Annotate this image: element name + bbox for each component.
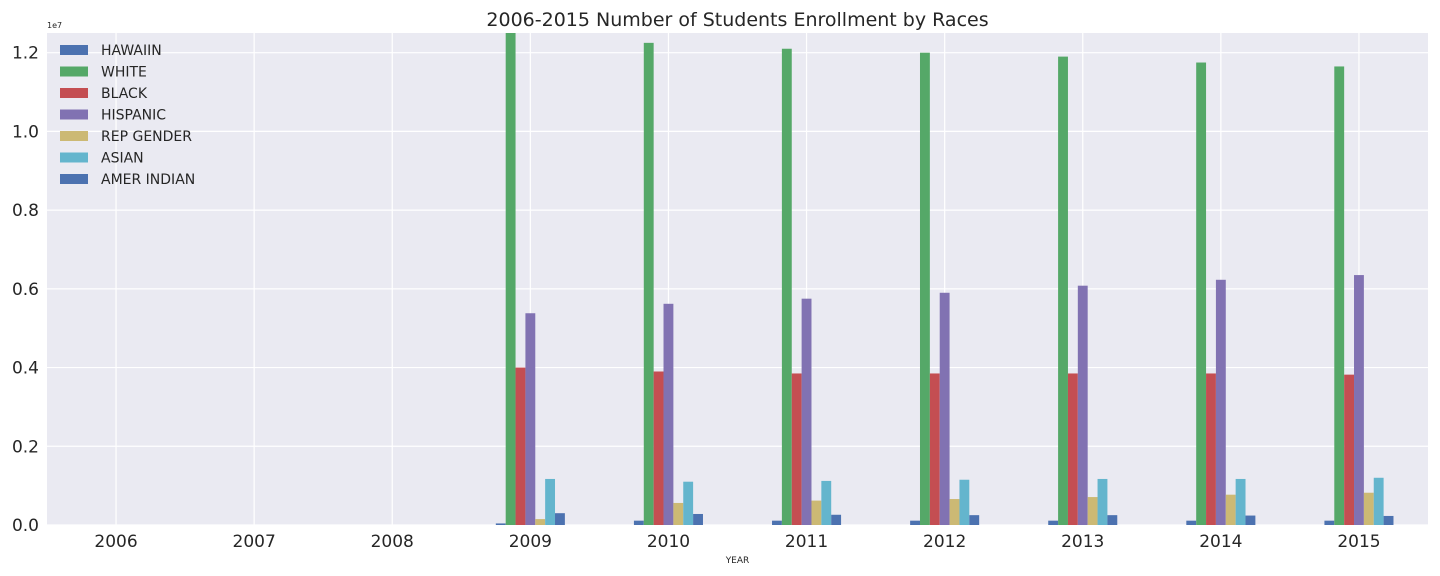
legend-label: HISPANIC — [101, 108, 166, 124]
bar-black-2011 — [791, 373, 802, 525]
bar-hispanic-2014 — [1215, 279, 1226, 525]
y-tick-label: 0.0 — [12, 516, 39, 536]
legend-label: ASIAN — [101, 151, 144, 167]
legend-item-hispanic: HISPANIC — [60, 108, 166, 124]
legend-item-hawaiin: HAWAIIN — [60, 43, 162, 59]
x-tick-label: 2007 — [233, 532, 276, 552]
bar-black-2012 — [929, 373, 940, 525]
legend-swatch — [60, 131, 88, 141]
legend-label: HAWAIIN — [101, 43, 162, 59]
bar-white-2013 — [1058, 56, 1068, 525]
y-tick-label: 1.2 — [12, 44, 39, 64]
bar-asian-2011 — [821, 480, 832, 525]
bar-rep-gender-2012 — [949, 499, 960, 525]
bar-hispanic-2015 — [1354, 275, 1364, 525]
bar-hispanic-2010 — [663, 303, 674, 525]
bar-amer-indian-2011 — [831, 514, 842, 525]
bar-amer-indian-2009 — [555, 513, 565, 525]
legend-label: REP GENDER — [101, 129, 192, 145]
chart-title: 2006-2015 Number of Students Enrollment … — [486, 9, 988, 31]
x-tick-label: 2014 — [1199, 532, 1242, 552]
legend-swatch — [60, 109, 88, 120]
bar-black-2013 — [1067, 373, 1078, 525]
legend-item-black: BLACK — [60, 86, 148, 102]
bar-amer-indian-2015 — [1383, 515, 1394, 525]
bar-rep-gender-2015 — [1363, 492, 1374, 525]
legend-swatch — [60, 152, 88, 163]
bar-hawaiin-2009 — [495, 523, 506, 525]
bar-hawaiin-2014 — [1186, 520, 1197, 525]
bar-asian-2014 — [1235, 478, 1246, 525]
bar-amer-indian-2013 — [1107, 515, 1118, 525]
y-tick-label: 0.8 — [12, 201, 39, 221]
bar-hawaiin-2011 — [772, 520, 782, 525]
x-tick-label: 2006 — [94, 532, 137, 552]
bar-asian-2013 — [1097, 478, 1108, 525]
legend-swatch — [60, 45, 88, 55]
bar-hispanic-2013 — [1077, 285, 1088, 525]
legend-swatch — [60, 88, 88, 98]
bar-black-2015 — [1344, 374, 1355, 525]
bar-asian-2009 — [545, 478, 556, 525]
bar-hispanic-2009 — [525, 313, 536, 525]
axes: 0.0 0.2 0.4 0.6 0.8 1.0 1.2 2006 2007 2008 2009 201… — [12, 44, 1381, 552]
y-tick-label: 0.4 — [12, 359, 39, 379]
bar-white-2014 — [1196, 62, 1207, 525]
bar-asian-2015 — [1373, 477, 1384, 525]
bar-rep-gender-2011 — [811, 500, 822, 525]
y-tick-label: 0.2 — [12, 437, 39, 457]
bar-rep-gender-2010 — [673, 502, 684, 525]
x-tick-label: 2012 — [923, 532, 966, 552]
bar-white-2015 — [1334, 66, 1345, 525]
bar-hawaiin-2015 — [1324, 520, 1335, 525]
legend-swatch — [60, 174, 88, 184]
x-tick-label: 2015 — [1337, 532, 1380, 552]
bar-amer-indian-2010 — [693, 513, 703, 525]
bar-hispanic-2012 — [939, 292, 950, 525]
bar-asian-2012 — [959, 479, 970, 525]
x-axis-label: YEAR — [725, 556, 750, 566]
legend-item-rep-gender: REP GENDER — [60, 129, 192, 145]
legend: HAWAIIN WHITE BLACK HISPANIC REP GENDER ASIAN… — [60, 43, 195, 188]
bar-rep-gender-2013 — [1087, 497, 1098, 525]
x-tick-label: 2008 — [371, 532, 414, 552]
legend-label: WHITE — [101, 65, 147, 81]
bar-asian-2010 — [683, 481, 694, 525]
bar-hawaiin-2010 — [633, 520, 644, 525]
bar-rep-gender-2009 — [535, 519, 546, 525]
bar-amer-indian-2014 — [1245, 515, 1256, 525]
x-tick-label: 2013 — [1061, 532, 1104, 552]
legend-item-asian: ASIAN — [60, 151, 144, 167]
bar-white-2012 — [919, 52, 930, 525]
x-tick-label: 2009 — [509, 532, 552, 552]
y-tick-label: 0.6 — [12, 280, 39, 300]
y-tick-label: 1.0 — [12, 122, 39, 142]
y-axis-scale-label: 1e7 — [47, 21, 62, 30]
bar-white-2010 — [643, 42, 654, 525]
legend-label: AMER INDIAN — [101, 172, 195, 188]
legend-swatch — [60, 66, 88, 77]
legend-label: BLACK — [101, 86, 148, 102]
bar-white-2009 — [505, 33, 516, 525]
x-tick-label: 2010 — [647, 532, 690, 552]
bar-hispanic-2011 — [801, 298, 812, 525]
bars — [495, 33, 1394, 525]
bar-hawaiin-2013 — [1048, 520, 1059, 525]
legend-item-white: WHITE — [60, 65, 147, 81]
bar-rep-gender-2014 — [1225, 494, 1236, 525]
bar-black-2014 — [1206, 373, 1216, 525]
bar-hawaiin-2012 — [910, 520, 920, 525]
bar-white-2011 — [781, 48, 792, 525]
bar-black-2009 — [515, 367, 526, 525]
bar-amer-indian-2012 — [969, 515, 980, 525]
x-tick-label: 2011 — [785, 532, 828, 552]
bar-black-2010 — [653, 371, 664, 525]
legend-item-amer-indian: AMER INDIAN — [60, 172, 195, 188]
